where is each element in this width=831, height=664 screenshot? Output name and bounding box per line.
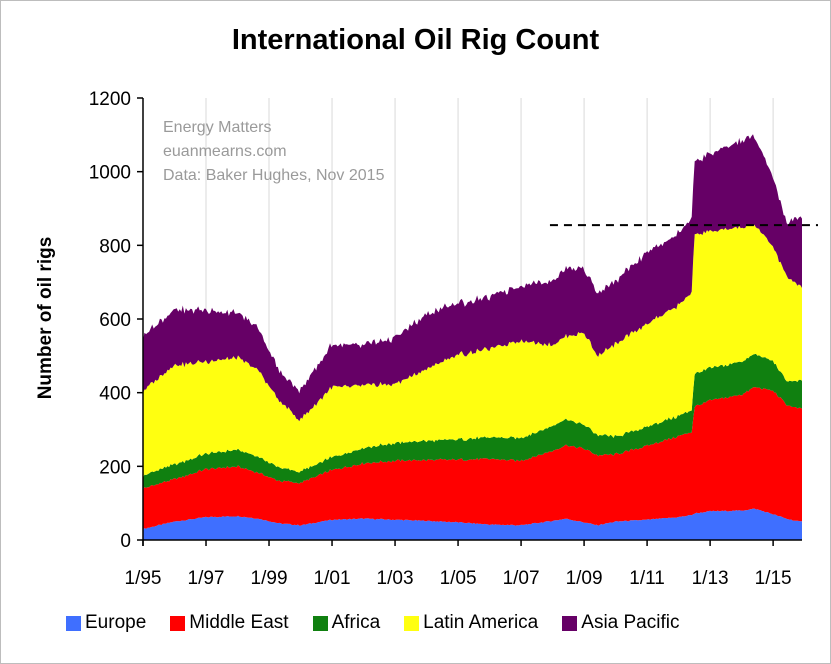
legend-label-latin-america: Latin America xyxy=(423,612,539,633)
y-tick-label: 1200 xyxy=(89,89,131,110)
x-tick-label: 1/01 xyxy=(314,568,351,589)
legend-item-asia-pacific: Asia Pacific xyxy=(562,612,679,634)
tick-labels: 0 200 400 600 800 1000 1200 1/95 1/97 1/99 1/01 1/0… xyxy=(89,89,792,589)
axes xyxy=(137,97,802,546)
x-tick-label: 1/11 xyxy=(629,568,665,589)
legend-label-africa: Africa xyxy=(331,612,381,633)
legend-label-europe: Europe xyxy=(85,612,147,633)
legend-item-europe: Europe xyxy=(66,612,146,634)
legend-swatch-asia-pacific xyxy=(562,615,578,631)
area-asia-pacific xyxy=(143,134,802,422)
x-tick-label: 1/99 xyxy=(251,568,288,589)
legend-swatch-middle-east xyxy=(170,615,186,631)
y-tick-label: 1000 xyxy=(89,163,131,184)
watermark-line-2: euanmearns.com xyxy=(163,143,287,160)
legend-label-asia-pacific: Asia Pacific xyxy=(581,612,680,633)
stacked-areas xyxy=(143,134,802,540)
legend-label-middle-east: Middle East xyxy=(189,612,289,633)
legend-swatch-europe xyxy=(66,615,81,631)
chart-title: International Oil Rig Count xyxy=(231,24,600,56)
legend-swatch-latin-america xyxy=(404,615,420,631)
legend-item-latin-america: Latin America xyxy=(404,612,538,634)
watermark-text: Energy Matters euanmearns.com Data: Bake… xyxy=(163,116,384,188)
area-africa xyxy=(143,353,802,490)
y-tick-label: 0 xyxy=(120,531,131,552)
legend-item-middle-east: Middle East xyxy=(170,612,289,634)
x-tick-label: 1/13 xyxy=(692,568,729,589)
legend: Europe Middle East Africa Latin America Asia… xyxy=(66,612,703,634)
x-tick-label: 1/97 xyxy=(188,568,225,589)
watermark-line-1: Energy Matters xyxy=(163,119,272,136)
watermark-line-3: Data: Baker Hughes, Nov 2015 xyxy=(163,167,385,184)
y-tick-label: 600 xyxy=(99,310,131,331)
area-middle-east xyxy=(143,387,802,530)
y-tick-label: 800 xyxy=(99,236,131,257)
x-tick-label: 1/09 xyxy=(566,568,603,589)
x-tick-label: 1/03 xyxy=(377,568,414,589)
y-tick-label: 200 xyxy=(99,457,131,478)
plot-area: 0 200 400 600 800 1000 1200 1/95 1/97 1/99 1/01 1/0… xyxy=(89,89,818,589)
y-tick-label: 400 xyxy=(99,384,131,405)
x-tick-label: 1/95 xyxy=(125,568,162,589)
x-tick-label: 1/05 xyxy=(440,568,477,589)
legend-swatch-africa xyxy=(312,615,328,631)
x-tick-label: 1/15 xyxy=(755,568,792,589)
x-tick-label: 1/07 xyxy=(503,568,540,589)
area-latin-america xyxy=(143,224,802,478)
area-europe xyxy=(143,508,802,540)
legend-item-africa: Africa xyxy=(312,612,381,634)
